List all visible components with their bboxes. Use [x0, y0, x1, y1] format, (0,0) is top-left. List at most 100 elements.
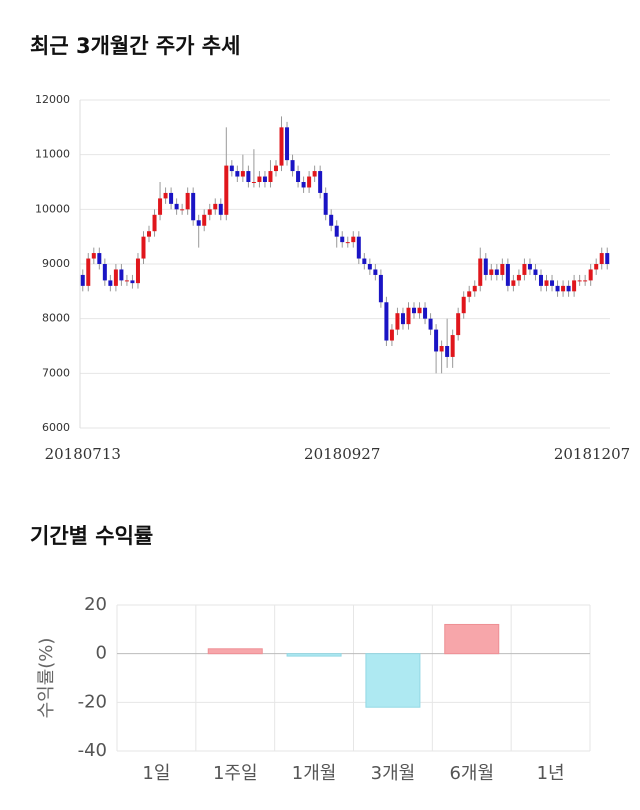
candle-body	[180, 209, 185, 211]
candle-body	[478, 258, 483, 286]
candle-body	[273, 165, 278, 172]
candle-body	[533, 269, 538, 275]
candle-body	[572, 280, 577, 292]
candle-body	[185, 192, 190, 210]
candle-body	[373, 269, 378, 275]
candle-body	[113, 269, 118, 286]
x-tick-label: 1년	[537, 763, 565, 784]
candle-body	[108, 280, 113, 286]
candle-body	[345, 242, 350, 244]
chart-title: 기간별 수익률	[30, 524, 153, 548]
candle-body	[538, 274, 543, 286]
candle-body	[191, 192, 196, 221]
candle-body	[428, 318, 433, 330]
x-tick-label: 3개월	[371, 763, 416, 784]
candle-body	[262, 176, 267, 182]
candle-body	[169, 192, 174, 204]
candle-body	[229, 165, 234, 172]
candle-body	[135, 258, 140, 284]
candle-body	[456, 313, 461, 336]
candle-body	[202, 214, 207, 226]
candle-body	[279, 127, 284, 166]
candle-body	[312, 171, 317, 177]
candle-body	[588, 269, 593, 281]
y-tick-label: 12000	[35, 93, 70, 106]
candle-body	[445, 346, 450, 357]
candle-body	[301, 182, 306, 188]
y-tick-label: 6000	[42, 421, 70, 434]
candle-body	[91, 253, 96, 259]
candle-body	[124, 280, 129, 282]
candle-body	[80, 274, 85, 286]
candle-body	[516, 274, 521, 281]
candle-body	[147, 231, 152, 237]
candle-body	[522, 264, 527, 275]
candle-body	[395, 313, 400, 330]
candle-body	[246, 171, 251, 182]
candle-body	[505, 264, 510, 286]
candle-body	[174, 203, 179, 210]
candle-body	[400, 313, 405, 325]
candle-body	[362, 258, 367, 264]
y-tick-label: -40	[78, 740, 107, 761]
candle-body	[130, 280, 135, 284]
candle-body	[207, 209, 212, 215]
candle-body	[329, 214, 334, 226]
candle-body	[412, 307, 417, 314]
candle-body	[467, 291, 472, 297]
candle-body	[334, 225, 339, 237]
candle-body	[489, 269, 494, 275]
y-axis-label: 수익률(%)	[36, 638, 57, 719]
candle-body	[97, 253, 102, 264]
candle-body	[235, 171, 240, 177]
candle-body	[494, 269, 499, 275]
candle-body	[240, 171, 245, 177]
candle-body	[566, 285, 571, 292]
candle-body	[163, 192, 168, 199]
y-tick-label: -20	[78, 691, 107, 712]
y-tick-label: 11000	[35, 148, 70, 161]
candle-body	[434, 329, 439, 352]
candle-body	[158, 198, 163, 215]
candle-body	[577, 280, 582, 282]
candle-body	[406, 307, 411, 325]
candle-body	[384, 302, 389, 341]
x-tick-label: 20180927	[304, 445, 380, 463]
bar	[286, 653, 342, 657]
candle-body	[296, 171, 301, 182]
x-tick-label: 20180713	[45, 445, 121, 463]
y-tick-label: 9000	[42, 257, 70, 270]
x-tick-label: 20181207	[554, 445, 630, 463]
candle-body	[141, 236, 146, 259]
x-tick-label: 1일	[142, 763, 170, 784]
candle-body	[583, 280, 588, 282]
candle-body	[218, 203, 223, 215]
candle-body	[224, 165, 229, 215]
candle-body	[472, 285, 477, 292]
candle-body	[196, 220, 201, 226]
candle-body	[290, 160, 295, 172]
bar	[365, 653, 421, 708]
candle-body	[152, 214, 157, 232]
candle-body	[257, 176, 262, 182]
candle-body	[367, 264, 372, 270]
candle-body	[439, 346, 444, 352]
candle-body	[594, 264, 599, 270]
candle-body	[323, 192, 328, 215]
x-tick-label: 1개월	[292, 763, 337, 784]
candle-body	[461, 296, 466, 314]
y-tick-label: 8000	[42, 312, 70, 325]
candle-body	[340, 236, 345, 243]
candle-body	[351, 236, 356, 243]
candle-body	[605, 253, 610, 264]
candle-body	[102, 264, 107, 281]
candle-body	[423, 307, 428, 319]
candle-body	[285, 127, 290, 161]
candle-body	[483, 258, 488, 275]
candle-body	[119, 269, 124, 281]
y-tick-label: 20	[84, 594, 107, 615]
candle-body	[500, 264, 505, 275]
candle-body	[417, 307, 422, 314]
y-tick-label: 0	[96, 643, 107, 664]
